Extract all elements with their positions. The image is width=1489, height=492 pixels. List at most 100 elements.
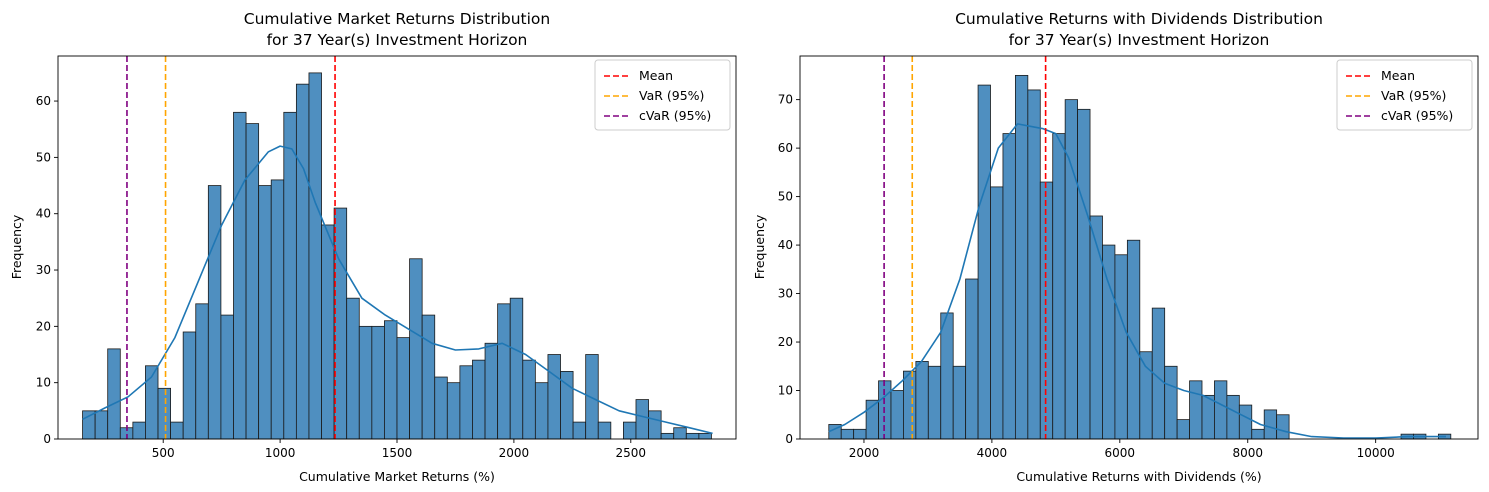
histogram-bar — [1027, 89, 1041, 440]
plot-frame — [799, 55, 1479, 440]
x-tick-label: 2000 — [849, 446, 880, 460]
y-tick-label: 50 — [36, 150, 51, 164]
y-tick-label: 60 — [36, 94, 51, 108]
histogram-bar — [977, 84, 991, 440]
histogram-bar — [1263, 409, 1278, 440]
legend-label: cVaR (95%) — [639, 108, 711, 123]
histogram-bar — [572, 421, 587, 440]
chart-title-line1: Cumulative Returns with Dividends Distri… — [955, 10, 1323, 28]
x-tick-label: 500 — [152, 446, 175, 460]
x-tick-label: 2500 — [616, 446, 647, 460]
histogram-bar — [509, 297, 524, 440]
histogram-bar — [384, 320, 398, 440]
histogram-bar — [1176, 419, 1190, 440]
histogram-bar — [371, 325, 385, 440]
histogram-bar — [308, 72, 322, 440]
histogram-bar — [1014, 74, 1029, 440]
y-axis-label: Frequency — [752, 214, 767, 279]
legend-label: cVaR (95%) — [1381, 108, 1453, 123]
legend-label: VaR (95%) — [639, 88, 704, 103]
histogram-bar — [358, 325, 373, 440]
y-tick-label: 70 — [778, 93, 793, 107]
histogram-bar — [648, 410, 662, 440]
dividend-returns-chart: Cumulative Returns with Dividends Distri… — [752, 10, 1479, 484]
histogram-bar — [940, 312, 954, 440]
histogram-bar — [1164, 365, 1178, 440]
histogram-bar — [853, 428, 867, 440]
y-tick-label: 0 — [43, 432, 51, 446]
histogram-bar — [220, 314, 234, 440]
chart-title-line2: for 37 Year(s) Investment Horizon — [267, 31, 528, 49]
x-tick-label: 6000 — [1105, 446, 1136, 460]
histogram-bar — [952, 365, 967, 440]
histogram-bar — [94, 410, 109, 440]
histogram-bar — [484, 342, 499, 440]
market-returns-chart: Cumulative Market Returns Distribution f… — [9, 10, 737, 484]
histogram-bar — [660, 432, 675, 440]
histogram-bar — [207, 185, 222, 440]
histogram-bar — [534, 382, 549, 440]
histogram-bar — [1077, 108, 1091, 440]
y-tick-label: 30 — [36, 263, 51, 277]
histogram-bar — [195, 303, 209, 440]
histogram-bar — [890, 390, 904, 440]
histogram-bar — [459, 365, 473, 440]
histogram-bar — [396, 337, 410, 440]
y-tick-label: 0 — [785, 432, 793, 446]
histogram-bar — [497, 303, 511, 440]
histogram-bar — [1064, 99, 1078, 440]
histogram-bar — [623, 421, 637, 440]
histogram-bar — [965, 278, 979, 440]
histogram-bar — [472, 359, 486, 440]
kde-curve — [828, 123, 1446, 439]
histogram-bar — [585, 354, 599, 440]
histogram-bar — [915, 361, 929, 440]
histogram-bar — [1052, 133, 1066, 440]
histogram-bar — [170, 421, 184, 440]
histogram-bar — [270, 179, 285, 440]
x-axis-label: Cumulative Returns with Dividends (%) — [1016, 469, 1261, 484]
y-tick-label: 40 — [36, 207, 51, 221]
histogram-bar — [1201, 394, 1215, 440]
histogram-bar — [1139, 351, 1153, 440]
x-tick-label: 10000 — [1357, 446, 1395, 460]
histogram-bar — [1102, 244, 1116, 440]
y-tick-label: 60 — [778, 141, 793, 155]
histogram-bar — [990, 186, 1004, 440]
x-tick-label: 8000 — [1232, 446, 1263, 460]
histogram-bar — [1126, 239, 1141, 440]
y-tick-label: 10 — [778, 384, 793, 398]
histogram-bar — [434, 376, 448, 440]
histogram-bar — [182, 331, 197, 440]
histogram-bar — [1089, 215, 1103, 440]
y-tick-label: 40 — [778, 238, 793, 252]
histogram-bar — [522, 359, 536, 440]
histogram-bar — [698, 432, 712, 440]
histogram-bar — [685, 432, 700, 440]
histogram-bar — [321, 224, 335, 440]
histogram-bar — [258, 185, 272, 440]
histogram-bar — [1114, 254, 1128, 440]
histogram-bar — [840, 428, 855, 440]
histogram-bar — [82, 410, 96, 440]
y-tick-label: 30 — [778, 287, 793, 301]
x-tick-label: 1000 — [265, 446, 296, 460]
y-tick-label: 10 — [36, 376, 51, 390]
x-axis-label: Cumulative Market Returns (%) — [299, 469, 495, 484]
y-tick-label: 50 — [778, 190, 793, 204]
y-tick-label: 20 — [36, 319, 51, 333]
histogram-bar — [233, 111, 247, 440]
histogram-bar — [333, 207, 348, 440]
histogram-bar — [1189, 380, 1203, 440]
histogram-bar — [446, 382, 461, 440]
kde-curve — [82, 145, 713, 435]
histogram-bar — [295, 83, 310, 440]
histogram-bar — [1214, 380, 1228, 440]
y-tick-label: 20 — [778, 335, 793, 349]
histogram-bar — [1276, 414, 1290, 440]
histogram-bar — [1238, 404, 1253, 440]
histogram-bar — [132, 421, 146, 440]
legend-box — [594, 59, 731, 131]
histogram-bar — [1251, 428, 1265, 440]
legend-box — [1336, 59, 1473, 131]
